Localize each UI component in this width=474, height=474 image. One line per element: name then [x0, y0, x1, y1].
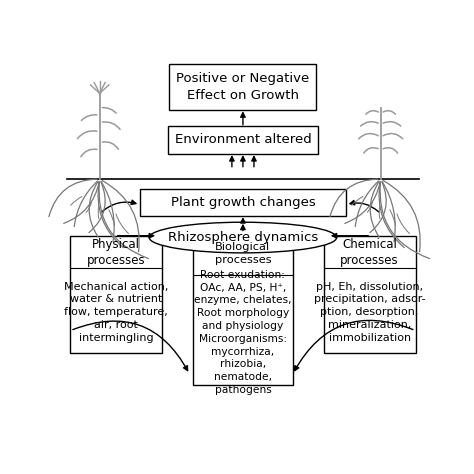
Ellipse shape: [149, 222, 337, 253]
FancyBboxPatch shape: [140, 190, 346, 216]
Text: Chemical
processes: Chemical processes: [340, 237, 399, 266]
Text: Mechanical action,
water & nutrient
flow, temperature,
air, root
intermingling: Mechanical action, water & nutrient flow…: [64, 282, 168, 343]
Text: pH, Eh, dissolution,
precipitation, adsor-
ption, desorption,
mineralization,
im: pH, Eh, dissolution, precipitation, adso…: [314, 282, 426, 343]
FancyBboxPatch shape: [193, 232, 292, 385]
Text: Positive or Negative
Effect on Growth: Positive or Negative Effect on Growth: [176, 72, 310, 102]
Text: Environment altered: Environment altered: [174, 133, 311, 146]
FancyBboxPatch shape: [324, 236, 416, 353]
Text: Physical
processes: Physical processes: [87, 237, 146, 266]
FancyBboxPatch shape: [169, 64, 316, 110]
Text: Rhizosphere dynamics: Rhizosphere dynamics: [168, 231, 318, 244]
Text: Biological
processes: Biological processes: [215, 242, 271, 265]
FancyBboxPatch shape: [168, 126, 318, 154]
Text: Plant growth changes: Plant growth changes: [171, 196, 315, 209]
FancyBboxPatch shape: [70, 236, 162, 353]
Text: Root exudation:
OAc, AA, PS, H⁺,
enzyme, chelates,
Root morphology
and physiolog: Root exudation: OAc, AA, PS, H⁺, enzyme,…: [194, 270, 292, 395]
